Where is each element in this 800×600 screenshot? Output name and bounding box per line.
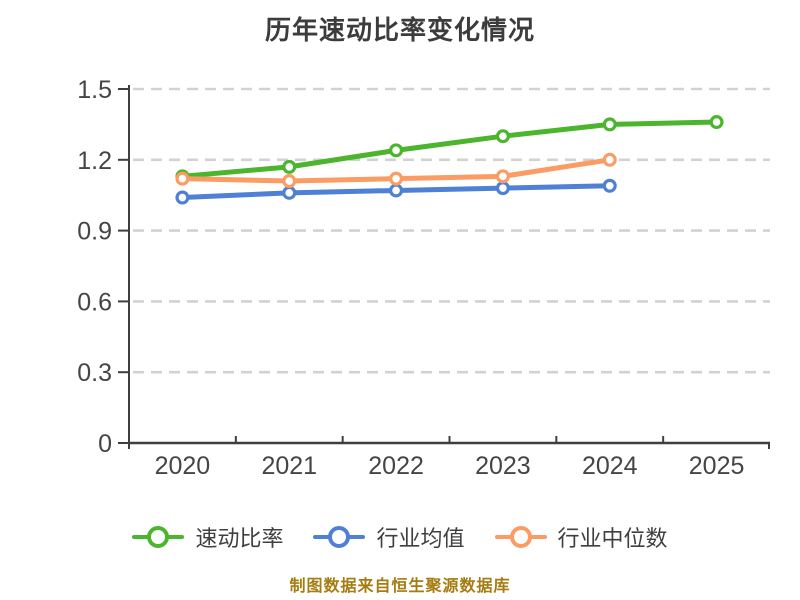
series-marker-industry_median	[282, 174, 297, 189]
y-tick-label: 0.3	[77, 359, 112, 387]
legend-item-industry-average: 行业均值	[313, 521, 465, 553]
x-tick-label: 2025	[689, 452, 745, 480]
series-marker-industry_avg	[175, 190, 190, 205]
legend-item-quick-ratio: 速动比率	[132, 521, 283, 553]
y-tick-label: 0	[98, 430, 112, 458]
x-tick-label: 2023	[475, 452, 531, 480]
x-tick-label: 2021	[261, 452, 317, 480]
series-marker-industry_median	[602, 152, 617, 167]
data-source-caption: 制图数据来自恒生聚源数据库	[289, 578, 511, 595]
series-marker-industry_avg	[389, 183, 404, 198]
series-marker-quick_ratio	[602, 117, 617, 132]
y-tick-label: 1.5	[77, 76, 112, 104]
series-marker-industry_median	[175, 171, 190, 186]
y-tick-label: 0.6	[77, 288, 112, 316]
y-tick-label: 0.9	[77, 218, 112, 246]
chart-title: 历年速动比率变化情况	[264, 15, 535, 45]
legend-label: 行业中位数	[557, 526, 668, 551]
x-tick-label: 2022	[368, 452, 424, 480]
series-marker-quick_ratio	[709, 115, 724, 130]
x-tick-label: 2024	[582, 452, 638, 480]
series-marker-quick_ratio	[282, 159, 297, 174]
series-marker-industry_median	[389, 171, 404, 186]
series-line-quick_ratio	[179, 119, 720, 179]
legend-marker-icon	[132, 526, 185, 548]
x-tick-label: 2020	[155, 452, 211, 480]
legend-circle-swatch	[328, 526, 351, 548]
chart-svg: 0 0.3 0.6 0.9 1.2 1.5 2020 2021 2022 2023 2024 2025	[77, 76, 770, 480]
y-tick-label: 1.2	[77, 147, 112, 175]
legend: 速动比率 行业均值 行业中位数	[0, 520, 800, 554]
legend-marker-icon	[494, 526, 547, 548]
series-marker-industry_avg	[282, 185, 297, 200]
legend-label: 行业均值	[376, 526, 465, 551]
series-marker-industry_median	[495, 169, 510, 184]
series-marker-industry_avg	[495, 181, 510, 196]
series-marker-quick_ratio	[495, 129, 510, 144]
legend-marker-icon	[313, 526, 366, 548]
legend-label: 速动比率	[195, 526, 284, 551]
legend-item-industry-median: 行业中位数	[494, 521, 668, 553]
series-marker-quick_ratio	[389, 143, 404, 158]
series-marker-industry_avg	[602, 178, 617, 193]
legend-circle-swatch	[147, 526, 170, 548]
legend-circle-swatch	[509, 526, 532, 548]
